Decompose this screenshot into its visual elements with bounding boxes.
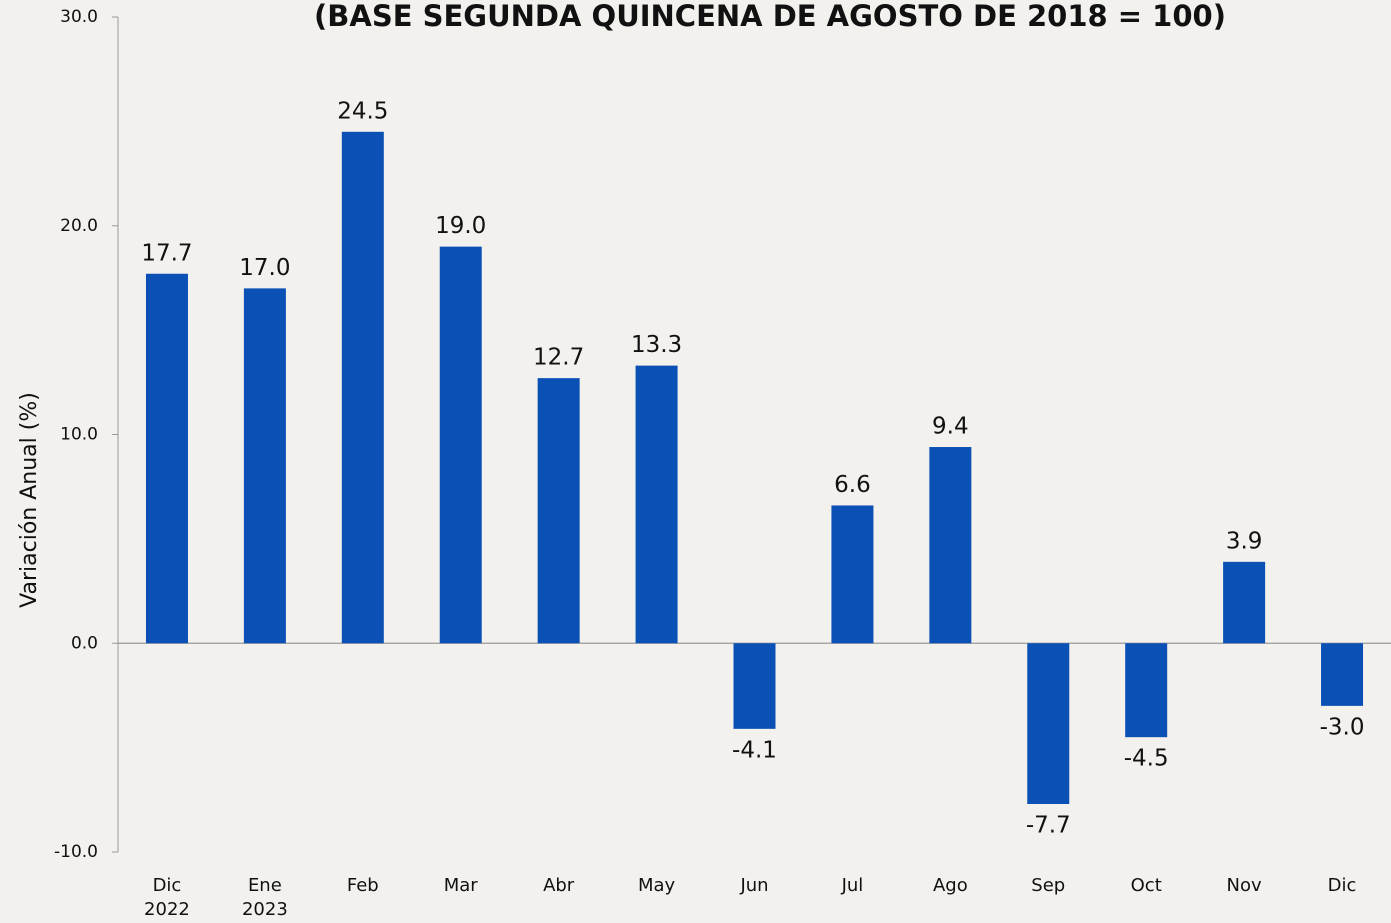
bar [341, 131, 384, 644]
x-tick-label: Sep [1031, 875, 1066, 896]
bar [635, 365, 678, 644]
data-label: 24.5 [337, 98, 388, 124]
y-tick-label: 0.0 [71, 633, 98, 653]
x-tick-label: Abr [543, 875, 575, 896]
data-label: 3.9 [1226, 528, 1263, 554]
bar [733, 643, 776, 729]
data-label: 19.0 [435, 213, 486, 239]
y-tick-label: -10.0 [54, 842, 98, 862]
bar [145, 273, 188, 644]
x-tick-label: Ago [932, 875, 968, 896]
y-axis-label: Variación Anual (%) [17, 392, 42, 608]
bar [1223, 561, 1266, 644]
bar [831, 505, 874, 644]
data-label: -4.1 [732, 737, 777, 763]
y-tick-label: 10.0 [60, 425, 98, 445]
data-label: 6.6 [834, 472, 871, 498]
bar [243, 288, 286, 644]
x-tick-label: Nov [1226, 875, 1262, 896]
data-label: -4.5 [1124, 746, 1169, 772]
data-label: 17.0 [239, 255, 290, 281]
bar [537, 378, 580, 644]
data-label: 13.3 [631, 332, 682, 358]
x-tick-label: Oct [1130, 875, 1162, 896]
x-tick-label: Feb [346, 875, 379, 896]
x-tick-label: Mar [443, 875, 478, 896]
x-tick-label: Ene 2023 [241, 875, 288, 920]
bar [439, 246, 482, 644]
data-label: -3.0 [1320, 714, 1365, 740]
x-tick-label: Dic 2022 [144, 875, 190, 920]
data-label: -7.7 [1026, 812, 1071, 838]
x-tick-label: Jul [841, 875, 864, 896]
x-tick-label: May [637, 875, 676, 896]
chart-title: (BASE SEGUNDA QUINCENA DE AGOSTO DE 2018… [314, 0, 1226, 33]
bar [1027, 643, 1070, 804]
bar [929, 447, 972, 644]
y-tick-label: 20.0 [60, 216, 98, 236]
x-tick-label: Jun [740, 875, 769, 896]
x-tick-label: Dic [1327, 875, 1357, 896]
bar [1125, 643, 1168, 738]
data-label: 12.7 [533, 345, 584, 371]
bar [1321, 643, 1364, 706]
y-tick-label: 30.0 [60, 7, 98, 27]
data-label: 9.4 [932, 414, 969, 440]
data-label: 17.7 [141, 240, 192, 266]
